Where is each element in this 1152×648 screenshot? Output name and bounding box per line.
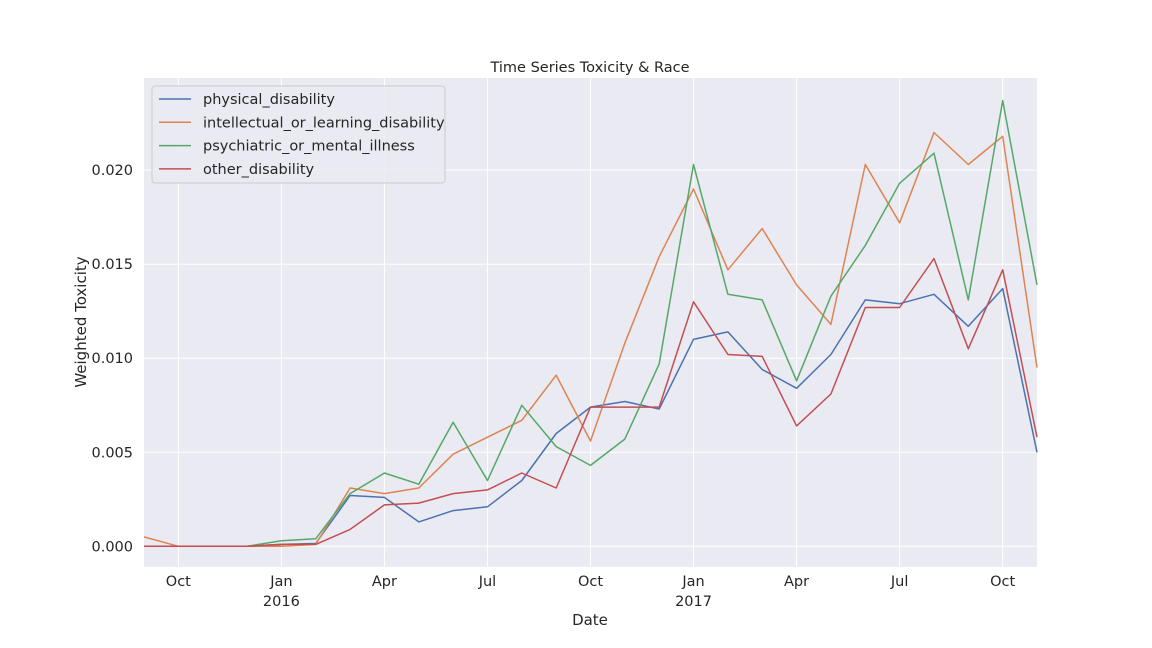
- x-tick-label: Apr: [784, 574, 809, 590]
- y-axis-label: Weighted Toxicity: [72, 256, 90, 387]
- x-axis-ticks: Oct Jan 2016 Apr Jul Oct Jan 2017 Apr Jul Oct: [166, 574, 1016, 610]
- x-tick-label: Jan: [681, 574, 704, 590]
- x-tick-year-label: 2016: [263, 594, 300, 610]
- x-tick-label: Jul: [890, 574, 909, 590]
- legend: physical_disability intellectual_or_learn…: [151, 85, 446, 184]
- x-tick-label: Oct: [990, 574, 1015, 590]
- series-line-other-disability: [144, 257, 1038, 548]
- y-tick-label: 0.005: [91, 445, 133, 461]
- series-lines: [143, 99, 1038, 548]
- x-axis-label: Date: [572, 611, 608, 629]
- y-tick-label: 0.020: [91, 163, 133, 179]
- y-tick-label: 0.000: [91, 539, 133, 555]
- chart-title: Time Series Toxicity & Race: [489, 60, 689, 76]
- legend-box: [151, 85, 446, 184]
- series-line-psychiatric-or-mental-illness: [144, 99, 1038, 548]
- legend-entry-label: other_disability: [203, 162, 315, 178]
- legend-entry-label: psychiatric_or_mental_illness: [203, 139, 415, 155]
- y-tick-label: 0.010: [91, 351, 133, 367]
- x-tick-year-label: 2017: [675, 594, 712, 610]
- x-tick-label: Jul: [478, 574, 497, 590]
- legend-entry-label: physical_disability: [203, 92, 335, 108]
- x-tick-label: Jan: [269, 574, 292, 590]
- y-axis-ticks: 0.000 0.005 0.010 0.015 0.020: [91, 163, 133, 555]
- legend-entry-label: intellectual_or_learning_disability: [203, 115, 445, 131]
- x-tick-label: Oct: [166, 574, 191, 590]
- x-tick-label: Oct: [578, 574, 603, 590]
- x-tick-label: Apr: [372, 574, 397, 590]
- y-tick-label: 0.015: [91, 257, 133, 273]
